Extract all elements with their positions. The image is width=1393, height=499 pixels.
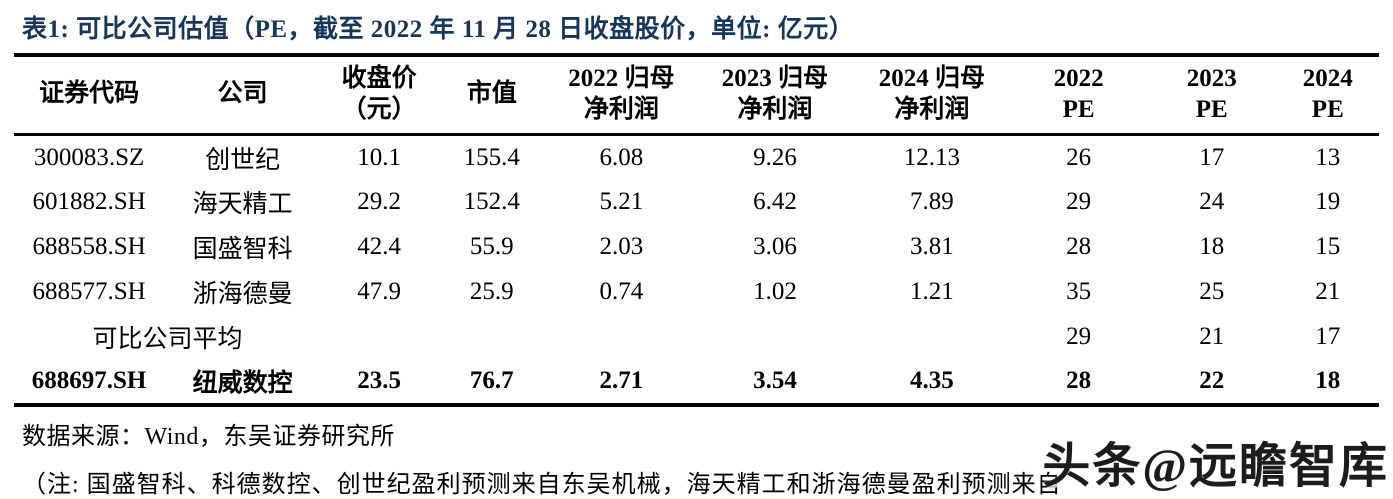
- table-cell: 17: [1315, 323, 1341, 350]
- table-cell: 47.9: [357, 278, 401, 305]
- table-cell: 21: [1315, 278, 1341, 305]
- table-cell: 2.03: [599, 233, 644, 260]
- column-header-market-cap: 市值: [437, 55, 547, 136]
- table-cell: 6.42: [753, 188, 797, 215]
- table-cell: 3.54: [753, 367, 797, 394]
- column-header-pe-2022: 2022 PE: [1010, 55, 1147, 136]
- table-cell-empty: [437, 315, 546, 360]
- table-cell: 1.21: [910, 278, 954, 305]
- table-cell: 15: [1315, 233, 1341, 260]
- table-cell: 25.9: [469, 278, 514, 305]
- table-cell: 152.4: [463, 188, 520, 215]
- table-cell: 35: [1066, 278, 1092, 305]
- table-cell: 7.89: [910, 188, 954, 215]
- table-cell: 55.9: [469, 233, 514, 260]
- column-header-pe-2023: 2023 PE: [1146, 55, 1277, 136]
- table-cell: 17: [1199, 143, 1225, 171]
- table-cell-empty: [321, 315, 437, 360]
- table-cell-empty: [696, 315, 853, 360]
- table-cell: 0.74: [599, 278, 644, 305]
- table-cell-empty: [853, 315, 1010, 360]
- table-cell: 76.7: [469, 367, 514, 394]
- table-cell: 23.5: [357, 367, 401, 394]
- table-cell: 42.4: [357, 233, 401, 260]
- table-cell: 浙海德曼: [192, 281, 293, 308]
- column-header-company: 公司: [164, 55, 322, 136]
- table-cell: 10.1: [357, 143, 401, 171]
- table-cell-empty: [546, 315, 696, 360]
- column-header-close-price: 收盘价 （元）: [321, 55, 438, 136]
- table-cell: 300083.SZ: [33, 143, 145, 171]
- footnote-line: （注: 国盛智科、科德数控、创世纪盈利预测来自东吴机械，海天精工和浙海德曼盈利预…: [22, 471, 1062, 498]
- table-cell: 29.2: [357, 188, 401, 215]
- table-row: 688558.SH 国盛智科 42.4 55.9 2.03 3.06 3.81 …: [14, 225, 1379, 270]
- table-cell: 创世纪: [205, 146, 281, 174]
- table-cell: 22: [1199, 367, 1225, 394]
- column-header-np-2024: 2024 归母 净利润: [853, 55, 1011, 136]
- table-cell: 13: [1315, 143, 1341, 171]
- table-cell: 688577.SH: [32, 278, 146, 305]
- table-cell: 688697.SH: [31, 367, 147, 394]
- table-cell: 21: [1199, 323, 1225, 350]
- table-header: 证券代码 公司 收盘价 （元） 市值 2022 归母 净利润 2023 归母 净…: [14, 55, 1379, 136]
- column-header-code: 证券代码: [14, 55, 165, 136]
- column-header-np-2022: 2022 归母 净利润: [546, 55, 697, 136]
- table-row: 300083.SZ 创世纪 10.1 155.4 6.08 9.26 12.13…: [14, 135, 1379, 180]
- table-row: 601882.SH 海天精工 29.2 152.4 5.21 6.42 7.89…: [14, 180, 1379, 225]
- table-cell: 国盛智科: [192, 236, 293, 263]
- table-cell: 24: [1199, 188, 1225, 215]
- table-cell: 5.21: [599, 188, 644, 215]
- table-cell: 29: [1066, 323, 1092, 350]
- table-cell: 25: [1199, 278, 1225, 305]
- table-cell: 3.81: [910, 233, 954, 260]
- table-cell: 26: [1066, 143, 1092, 171]
- table-cell: 海天精工: [192, 191, 293, 218]
- table-body: 300083.SZ 创世纪 10.1 155.4 6.08 9.26 12.13…: [14, 135, 1379, 405]
- table-cell: 601882.SH: [32, 188, 146, 215]
- table-cell: 28: [1066, 367, 1092, 394]
- table-cell: 18: [1315, 367, 1341, 394]
- column-header-pe-2024: 2024 PE: [1276, 55, 1379, 136]
- table-cell: 28: [1066, 233, 1092, 260]
- table-title: 表1: 可比公司估值（PE，截至 2022 年 11 月 28 日收盘股价，单位…: [22, 16, 855, 43]
- table-cell: 1.02: [753, 278, 797, 305]
- table-cell: 2.71: [599, 367, 644, 394]
- header-row: 证券代码 公司 收盘价 （元） 市值 2022 归母 净利润 2023 归母 净…: [14, 55, 1379, 136]
- column-header-np-2023: 2023 归母 净利润: [696, 55, 854, 136]
- table-row: 688577.SH 浙海德曼 47.9 25.9 0.74 1.02 1.21 …: [14, 270, 1379, 315]
- comparable-companies-valuation-table: 证券代码 公司 收盘价 （元） 市值 2022 归母 净利润 2023 归母 净…: [14, 53, 1379, 407]
- table-cell: 4.35: [910, 367, 954, 394]
- watermark-toutiao-yuanzhan: 头条@远瞻智库: [1042, 440, 1389, 493]
- table-cell: 6.08: [599, 143, 644, 171]
- table-cell: 688558.SH: [32, 233, 146, 260]
- data-source-line: 数据来源：Wind，东吴证券研究所: [22, 423, 395, 450]
- average-row-label: 可比公司平均: [92, 326, 243, 353]
- table-cell: 18: [1199, 233, 1225, 260]
- table-cell: 155.4: [463, 143, 520, 171]
- table-cell: 纽威数控: [192, 370, 293, 397]
- table-cell: 29: [1066, 188, 1092, 215]
- table-cell: 3.06: [753, 233, 797, 260]
- table-cell: 19: [1315, 188, 1341, 215]
- table-cell: 9.26: [753, 143, 797, 171]
- highlight-row-niuwei: 688697.SH 纽威数控 23.5 76.7 2.71 3.54 4.35 …: [14, 360, 1379, 405]
- table-cell: 12.13: [903, 143, 961, 171]
- average-row: 可比公司平均 29 21 17: [14, 315, 1379, 360]
